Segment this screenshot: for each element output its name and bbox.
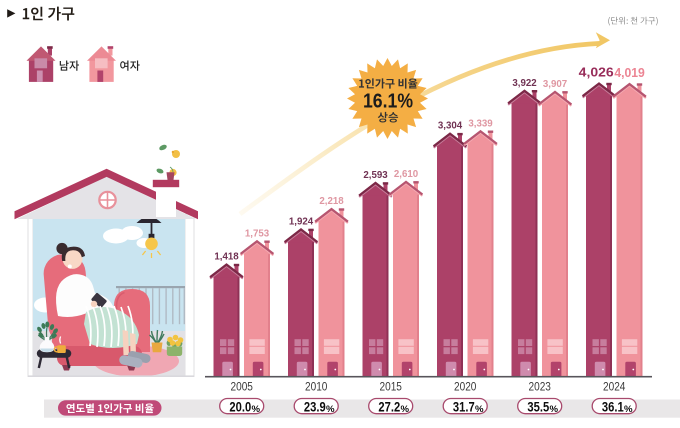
svg-text:3,907: 3,907	[543, 79, 568, 90]
svg-text:2,593: 2,593	[363, 170, 388, 181]
svg-text:%: %	[475, 404, 484, 415]
svg-text:1,753: 1,753	[245, 228, 270, 239]
svg-text:2005: 2005	[231, 380, 254, 394]
svg-text:23.9: 23.9	[304, 399, 326, 415]
svg-text:%: %	[252, 404, 261, 415]
svg-text:%: %	[401, 404, 410, 415]
svg-text:4,026: 4,026	[579, 64, 614, 79]
svg-text:1,418: 1,418	[214, 252, 239, 263]
svg-text:3,339: 3,339	[468, 118, 493, 129]
svg-text:2015: 2015	[380, 380, 403, 394]
svg-text:35.5: 35.5	[527, 399, 549, 415]
svg-text:1,924: 1,924	[289, 217, 314, 228]
svg-text:36.1: 36.1	[602, 399, 624, 415]
svg-text:3,922: 3,922	[512, 78, 537, 89]
svg-text:31.7: 31.7	[453, 399, 475, 415]
svg-text:2020: 2020	[454, 380, 477, 394]
svg-text:%: %	[326, 404, 335, 415]
svg-text:2024: 2024	[603, 380, 626, 394]
svg-text:27.2: 27.2	[378, 399, 400, 415]
svg-text:4,019: 4,019	[614, 65, 645, 80]
svg-text:2023: 2023	[529, 380, 552, 394]
svg-text:3,304: 3,304	[438, 121, 463, 132]
svg-text:2,610: 2,610	[394, 169, 419, 180]
svg-text:%: %	[624, 404, 633, 415]
svg-text:16.1%: 16.1%	[363, 91, 413, 113]
svg-text:%: %	[550, 404, 559, 415]
svg-text:2010: 2010	[305, 380, 328, 394]
svg-text:20.0: 20.0	[229, 399, 251, 415]
svg-text:2,218: 2,218	[319, 196, 344, 207]
